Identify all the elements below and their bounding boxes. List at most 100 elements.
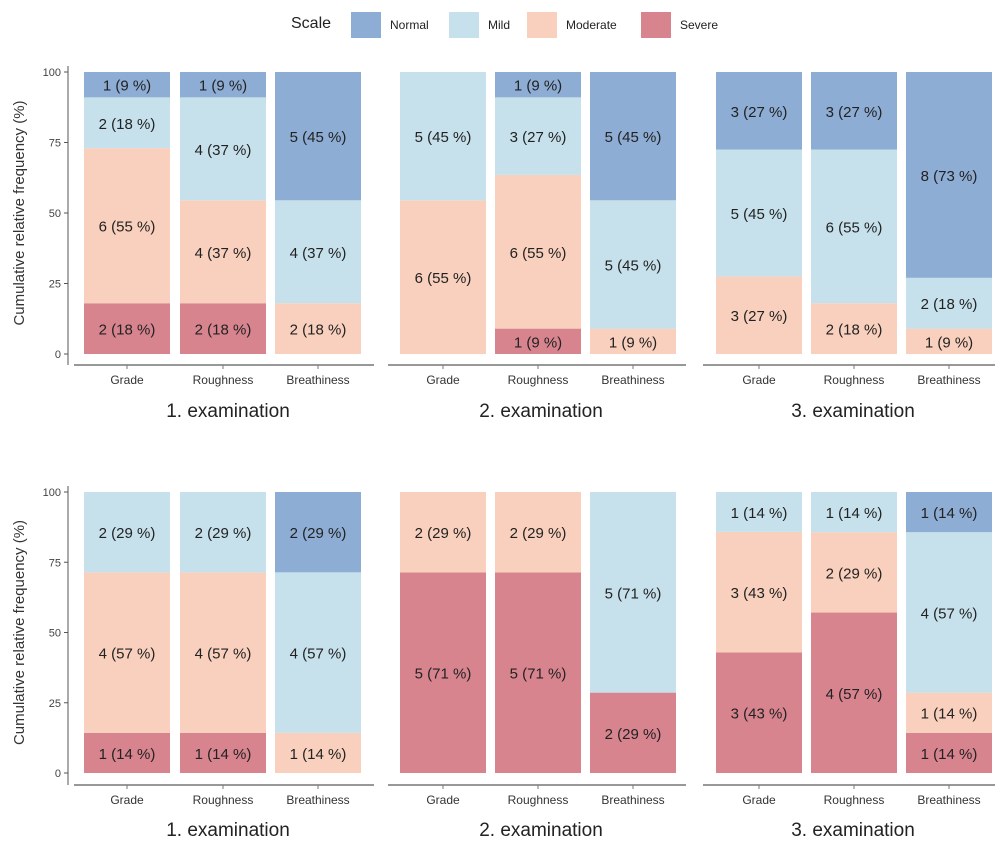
bar-segment-severe (84, 303, 170, 354)
data-label: 1 (14 %) (921, 706, 978, 723)
bar-segment-severe (906, 732, 992, 773)
data-label: 1 (14 %) (826, 505, 883, 522)
panel-title: 2. examination (479, 820, 603, 841)
data-label: 5 (45 %) (290, 129, 347, 146)
data-label: 2 (29 %) (605, 726, 662, 743)
data-label: 2 (29 %) (290, 525, 347, 542)
x-tick-label-grade: Grade (110, 793, 144, 807)
data-label: 3 (27 %) (731, 308, 788, 325)
y-tick-label: 0 (55, 768, 61, 780)
data-label: 4 (57 %) (921, 605, 978, 622)
bar-segment-mild (811, 492, 897, 533)
data-label: 1 (14 %) (921, 505, 978, 522)
data-label: 4 (57 %) (195, 646, 252, 663)
data-label: 5 (45 %) (731, 206, 788, 223)
bar-segment-normal (275, 492, 361, 573)
bar-segment-moderate (906, 692, 992, 733)
y-tick-label: 75 (49, 138, 61, 150)
bar-segment-severe (180, 303, 266, 354)
bar-segment-moderate (275, 303, 361, 354)
data-label: 3 (43 %) (731, 706, 788, 723)
y-tick-label: 50 (49, 208, 61, 220)
data-label: 5 (71 %) (605, 585, 662, 602)
bar-segment-moderate (400, 200, 486, 354)
y-tick-label: 100 (43, 487, 61, 499)
panel-title: 2. examination (479, 401, 603, 422)
x-tick-label-breathiness: Breathiness (917, 793, 980, 807)
bar-segment-moderate (495, 174, 581, 329)
data-label: 5 (71 %) (415, 666, 472, 683)
y-tick-label: 25 (49, 698, 61, 710)
data-label: 6 (55 %) (826, 219, 883, 236)
bar-segment-severe (400, 572, 486, 773)
legend-swatch-severe (641, 12, 671, 38)
y-axis-label: Cumulative relative frequency (%) (11, 100, 28, 325)
data-label: 3 (27 %) (731, 104, 788, 121)
x-tick-label-grade: Grade (426, 793, 460, 807)
data-label: 1 (9 %) (514, 334, 562, 351)
x-tick-label-grade: Grade (742, 793, 776, 807)
bar-segment-severe (590, 692, 676, 773)
data-label: 4 (57 %) (826, 686, 883, 703)
data-label: 3 (27 %) (510, 129, 567, 146)
bar-segment-mild (716, 149, 802, 277)
x-tick-label-breathiness: Breathiness (917, 373, 980, 387)
bar-segment-normal (590, 72, 676, 201)
legend-label-severe: Severe (680, 18, 719, 32)
data-label: 6 (55 %) (510, 245, 567, 262)
data-label: 1 (9 %) (925, 334, 973, 351)
bar-segment-mild (495, 97, 581, 175)
y-tick-label: 50 (49, 628, 61, 640)
data-label: 6 (55 %) (99, 219, 156, 236)
bar-segment-severe (716, 652, 802, 773)
data-label: 4 (57 %) (290, 646, 347, 663)
x-tick-label-breathiness: Breathiness (286, 373, 349, 387)
bar-segment-mild (84, 97, 170, 149)
data-label: 5 (71 %) (510, 666, 567, 683)
bar-segment-mild (590, 200, 676, 329)
data-label: 2 (29 %) (195, 525, 252, 542)
bar-segment-normal (495, 72, 581, 98)
data-label: 4 (37 %) (195, 245, 252, 262)
bar-segment-severe (811, 612, 897, 773)
data-label: 2 (18 %) (921, 296, 978, 313)
bar-segment-normal (275, 72, 361, 201)
data-label: 2 (18 %) (99, 116, 156, 133)
legend-label-mild: Mild (488, 18, 511, 32)
x-tick-label-breathiness: Breathiness (286, 793, 349, 807)
bar-segment-moderate (906, 328, 992, 354)
data-label: 1 (14 %) (195, 746, 252, 763)
bar-segment-normal (716, 72, 802, 150)
panel-title: 1. examination (166, 401, 290, 422)
y-tick-label: 0 (55, 349, 61, 361)
data-label: 1 (9 %) (199, 78, 247, 95)
x-tick-label-roughness: Roughness (824, 373, 885, 387)
bar-segment-mild (906, 277, 992, 329)
x-tick-label-breathiness: Breathiness (601, 793, 664, 807)
bar-segment-moderate (180, 572, 266, 733)
bar-segment-mild (180, 492, 266, 573)
data-label: 1 (9 %) (103, 78, 151, 95)
data-label: 1 (14 %) (921, 746, 978, 763)
bar-segment-mild (275, 200, 361, 304)
bar-segment-moderate (811, 532, 897, 613)
data-label: 2 (18 %) (99, 322, 156, 339)
bar-segment-mild (275, 572, 361, 733)
data-label: 4 (57 %) (99, 646, 156, 663)
data-label: 4 (37 %) (290, 245, 347, 262)
data-label: 6 (55 %) (415, 270, 472, 287)
x-tick-label-roughness: Roughness (193, 373, 254, 387)
data-label: 5 (45 %) (605, 257, 662, 274)
data-label: 2 (29 %) (99, 525, 156, 542)
legend-swatch-mild (449, 12, 479, 38)
bar-segment-mild (590, 492, 676, 693)
bar-segment-severe (84, 732, 170, 773)
y-tick-label: 75 (49, 557, 61, 569)
x-tick-label-grade: Grade (742, 373, 776, 387)
bar-segment-severe (495, 328, 581, 354)
x-tick-label-grade: Grade (426, 373, 460, 387)
x-tick-label-grade: Grade (110, 373, 144, 387)
y-axis-label: Cumulative relative frequency (%) (11, 520, 28, 745)
bar-segment-normal (906, 492, 992, 533)
data-label: 1 (9 %) (514, 78, 562, 95)
